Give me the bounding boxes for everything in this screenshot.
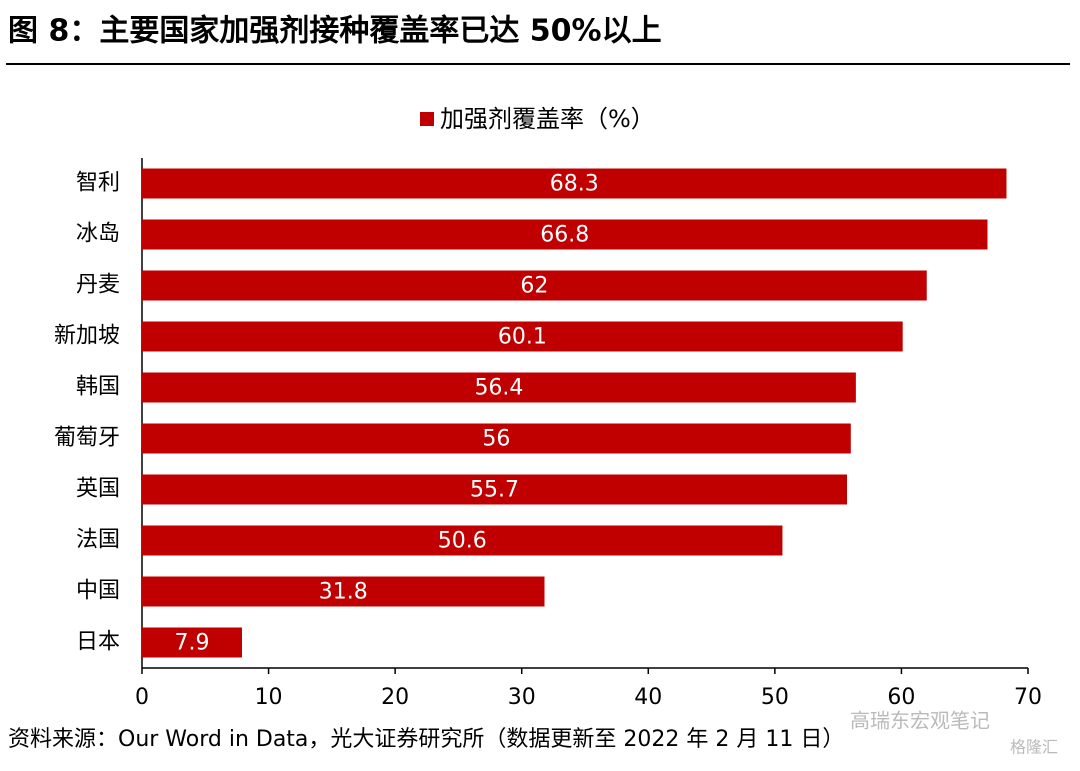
x-tick-label: 60 [887,685,915,710]
chart-title: 图 8：主要国家加强剂接种覆盖率已达 50%以上 [8,14,662,49]
data-label: 68.3 [550,172,599,197]
bar [142,525,783,556]
watermark: 格隆汇 [1010,738,1058,757]
y-tick-label: 日本 [76,630,120,655]
y-tick-label: 韩国 [76,375,120,400]
y-tick-label: 英国 [76,477,120,502]
y-tick-label: 新加坡 [54,324,120,349]
x-tick-label: 0 [135,685,149,710]
source: 资料来源：Our Word in Data，光大证券研究所（数据更新至 2022… [8,727,844,752]
data-label: 7.9 [174,631,209,656]
bar [142,627,242,658]
bar [142,321,903,352]
data-label: 56.4 [474,376,523,401]
legend-swatch [420,112,434,126]
y-tick-label: 智利 [76,171,120,196]
x-tick-label: 30 [508,685,536,710]
bar [142,219,988,250]
y-tick-label: 丹麦 [76,273,120,298]
data-label: 66.8 [540,223,589,248]
bar [142,423,851,454]
data-label: 60.1 [498,325,547,350]
data-label: 62 [520,274,548,299]
bar [142,168,1007,199]
x-tick-label: 40 [634,685,662,710]
y-tick-label: 冰岛 [76,222,120,247]
legend-label: 加强剂覆盖率（%） [440,105,655,133]
x-tick-label: 50 [761,685,789,710]
bar [142,576,545,607]
data-label: 56 [482,427,510,452]
x-tick-label: 20 [381,685,409,710]
bar [142,270,927,301]
bar [142,474,848,505]
data-label: 55.7 [470,478,519,503]
y-tick-label: 中国 [76,579,120,604]
y-tick-label: 法国 [76,528,120,553]
y-tick-label: 葡萄牙 [54,426,120,451]
data-label: 31.8 [319,580,368,605]
watermark: 高瑞东宏观笔记 [850,709,990,733]
bar [142,372,856,403]
x-tick-label: 70 [1014,685,1042,710]
x-tick-label: 10 [255,685,283,710]
data-label: 50.6 [438,529,487,554]
